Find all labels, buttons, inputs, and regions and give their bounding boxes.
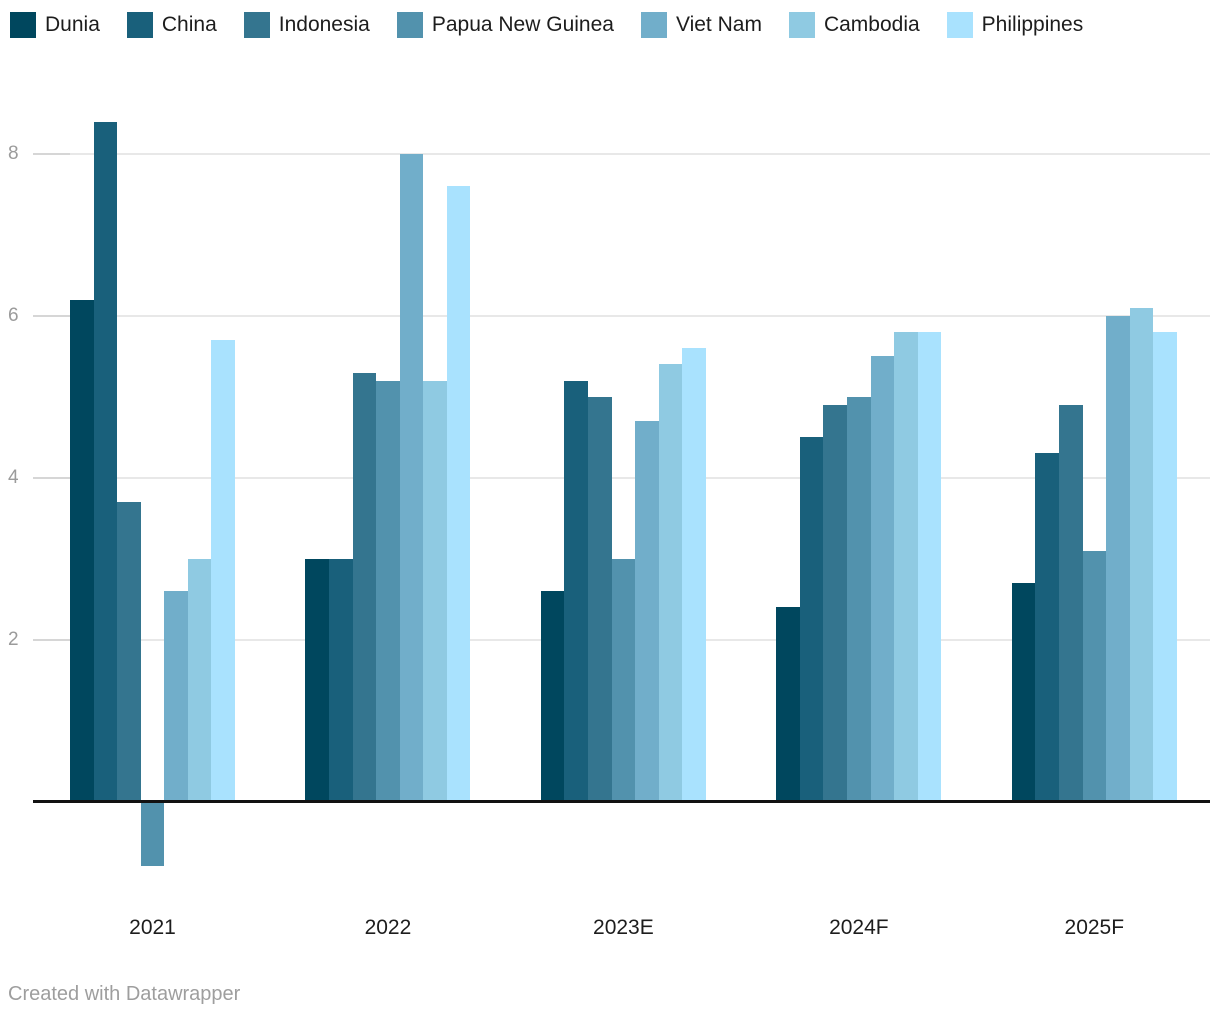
- legend-item: Viet Nam: [640, 12, 762, 38]
- legend-item: Dunia: [10, 12, 100, 38]
- gridline: [33, 476, 1210, 479]
- bar-2021-dunia[interactable]: [70, 299, 94, 802]
- bar-2024F-dunia[interactable]: [776, 607, 800, 802]
- legend-swatch: [10, 12, 36, 38]
- legend-swatch: [788, 12, 815, 38]
- y-axis-tick: [33, 152, 70, 155]
- bar-2022-china[interactable]: [329, 558, 353, 802]
- legend-label: Indonesia: [278, 13, 370, 36]
- bar-2024F-indonesia[interactable]: [823, 404, 848, 802]
- bar-2021-indonesia[interactable]: [117, 502, 141, 802]
- bar-2025F-china[interactable]: [1035, 453, 1059, 802]
- bar-2025F-papua-new-guinea[interactable]: [1082, 550, 1107, 802]
- bar-2023E-indonesia[interactable]: [588, 396, 612, 802]
- bar-2021-china[interactable]: [93, 121, 118, 802]
- bar-2022-philippines[interactable]: [446, 186, 471, 802]
- legend-item: Cambodia: [788, 12, 920, 38]
- bar-2024F-cambodia[interactable]: [894, 332, 918, 802]
- legend: Dunia China Indonesia Papua New Guinea Viet …: [10, 12, 1220, 38]
- bar-2022-dunia[interactable]: [305, 558, 329, 802]
- bar-2021-cambodia[interactable]: [187, 558, 212, 802]
- bar-2024F-china[interactable]: [799, 437, 824, 802]
- bar-2023E-papua-new-guinea[interactable]: [611, 558, 636, 802]
- bar-2021-philippines[interactable]: [211, 340, 235, 802]
- legend-label: Papua New Guinea: [431, 13, 614, 36]
- x-tick-label: 2024F: [829, 916, 889, 939]
- x-tick-label: 2025F: [1064, 916, 1125, 939]
- bar-2025F-indonesia[interactable]: [1058, 404, 1083, 802]
- x-axis-line: [33, 800, 1210, 803]
- bar-2022-papua-new-guinea[interactable]: [376, 380, 400, 802]
- bar-2025F-cambodia[interactable]: [1129, 307, 1154, 802]
- legend-item: Indonesia: [243, 12, 370, 38]
- legend-item: China: [126, 12, 217, 38]
- y-tick-label: 2: [8, 628, 19, 650]
- y-tick-label: 4: [8, 466, 19, 488]
- bar-2025F-dunia[interactable]: [1011, 582, 1036, 802]
- y-axis-tick: [33, 638, 70, 641]
- x-tick-label: 2022: [364, 916, 412, 939]
- gridline: [33, 314, 1210, 317]
- bar-2024F-viet-nam[interactable]: [870, 356, 895, 802]
- datawrapper-credit-link[interactable]: Created with Datawrapper: [8, 983, 241, 1005]
- y-tick-label: 8: [8, 142, 19, 164]
- legend-label: Dunia: [45, 13, 100, 36]
- legend-swatch: [946, 12, 973, 38]
- legend-item: Papua New Guinea: [396, 12, 614, 38]
- legend-label: Cambodia: [823, 13, 920, 36]
- bar-2023E-philippines[interactable]: [682, 348, 706, 802]
- bar-2023E-china[interactable]: [564, 380, 589, 802]
- gridline: [33, 152, 1210, 155]
- y-axis-tick: [33, 476, 70, 479]
- legend-label: Philippines: [981, 13, 1084, 36]
- bar-2023E-viet-nam[interactable]: [635, 421, 659, 802]
- bar-2022-indonesia[interactable]: [352, 372, 377, 802]
- bar-2022-viet-nam[interactable]: [399, 153, 424, 802]
- bar-2024F-philippines[interactable]: [917, 332, 942, 802]
- bar-2022-cambodia[interactable]: [423, 380, 447, 802]
- legend-label: Viet Nam: [675, 13, 762, 36]
- bar-2024F-papua-new-guinea[interactable]: [847, 396, 871, 802]
- y-axis-tick: [33, 314, 70, 317]
- legend-swatch: [396, 12, 423, 38]
- legend-swatch: [243, 12, 270, 38]
- bar-2025F-viet-nam[interactable]: [1106, 315, 1130, 802]
- legend-item: Philippines: [946, 12, 1084, 38]
- bar-2023E-cambodia[interactable]: [658, 364, 683, 802]
- legend-swatch: [126, 12, 153, 38]
- x-tick-label: 2023E: [593, 916, 654, 939]
- legend-label: China: [161, 13, 217, 36]
- bar-2025F-philippines[interactable]: [1153, 332, 1177, 802]
- bar-2023E-dunia[interactable]: [540, 591, 565, 802]
- bar-2021-viet-nam[interactable]: [164, 591, 188, 802]
- x-tick-label: 2021: [129, 916, 176, 939]
- bar-2021-papua-new-guinea[interactable]: [140, 801, 165, 867]
- legend-swatch: [640, 12, 667, 38]
- y-tick-label: 6: [8, 304, 19, 326]
